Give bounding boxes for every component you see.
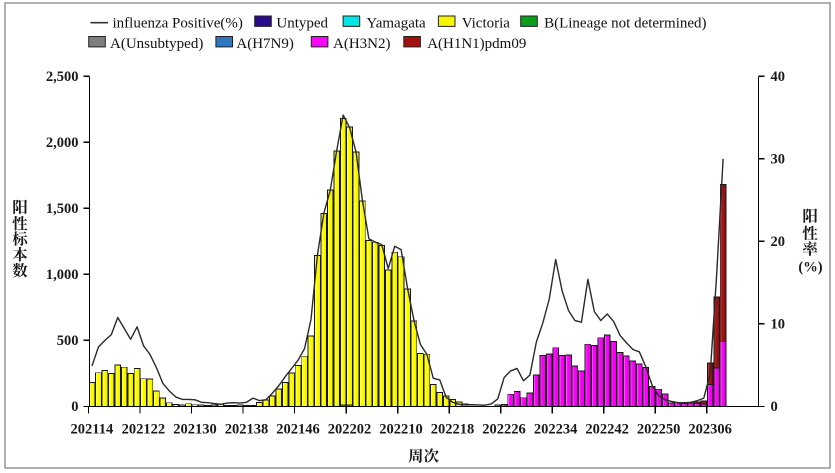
svg-text:202234: 202234	[534, 422, 578, 438]
svg-text:202242: 202242	[585, 422, 629, 438]
svg-text:1,500: 1,500	[46, 201, 79, 217]
svg-text:20: 20	[771, 234, 786, 250]
svg-text:B(Lineage not determined): B(Lineage not determined)	[544, 16, 706, 32]
svg-text:A(H1N1)pdm09: A(H1N1)pdm09	[427, 36, 526, 52]
svg-text:202306: 202306	[688, 422, 732, 438]
svg-text:30: 30	[771, 152, 786, 168]
svg-text:202122: 202122	[122, 422, 166, 438]
svg-text:202202: 202202	[328, 422, 372, 438]
svg-text:A(H3N2): A(H3N2)	[333, 36, 391, 52]
svg-text:2,500: 2,500	[46, 69, 79, 85]
svg-text:2,000: 2,000	[46, 135, 79, 151]
svg-text:Yamagata: Yamagata	[366, 16, 426, 32]
svg-text:0: 0	[71, 399, 78, 415]
svg-text:10: 10	[771, 317, 786, 333]
svg-text:202250: 202250	[637, 422, 681, 438]
svg-text:202218: 202218	[431, 422, 475, 438]
svg-text:40: 40	[771, 69, 786, 85]
svg-text:influenza Positive(%): influenza Positive(%)	[113, 16, 243, 32]
svg-text:202130: 202130	[173, 422, 217, 438]
svg-text:202114: 202114	[71, 422, 114, 438]
svg-text:Victoria: Victoria	[462, 16, 511, 32]
svg-text:202146: 202146	[276, 422, 320, 438]
svg-text:1,000: 1,000	[46, 267, 79, 283]
svg-text:202226: 202226	[482, 422, 526, 438]
svg-text:0: 0	[771, 399, 778, 415]
svg-text:202138: 202138	[225, 422, 269, 438]
svg-text:202210: 202210	[379, 422, 423, 438]
svg-text:A(H7N9): A(H7N9)	[236, 36, 294, 52]
svg-text:Untyped: Untyped	[276, 16, 328, 32]
svg-text:A(Unsubtyped): A(Unsubtyped)	[110, 36, 203, 52]
svg-text:(%): (%)	[798, 260, 822, 276]
svg-text:500: 500	[57, 333, 79, 349]
